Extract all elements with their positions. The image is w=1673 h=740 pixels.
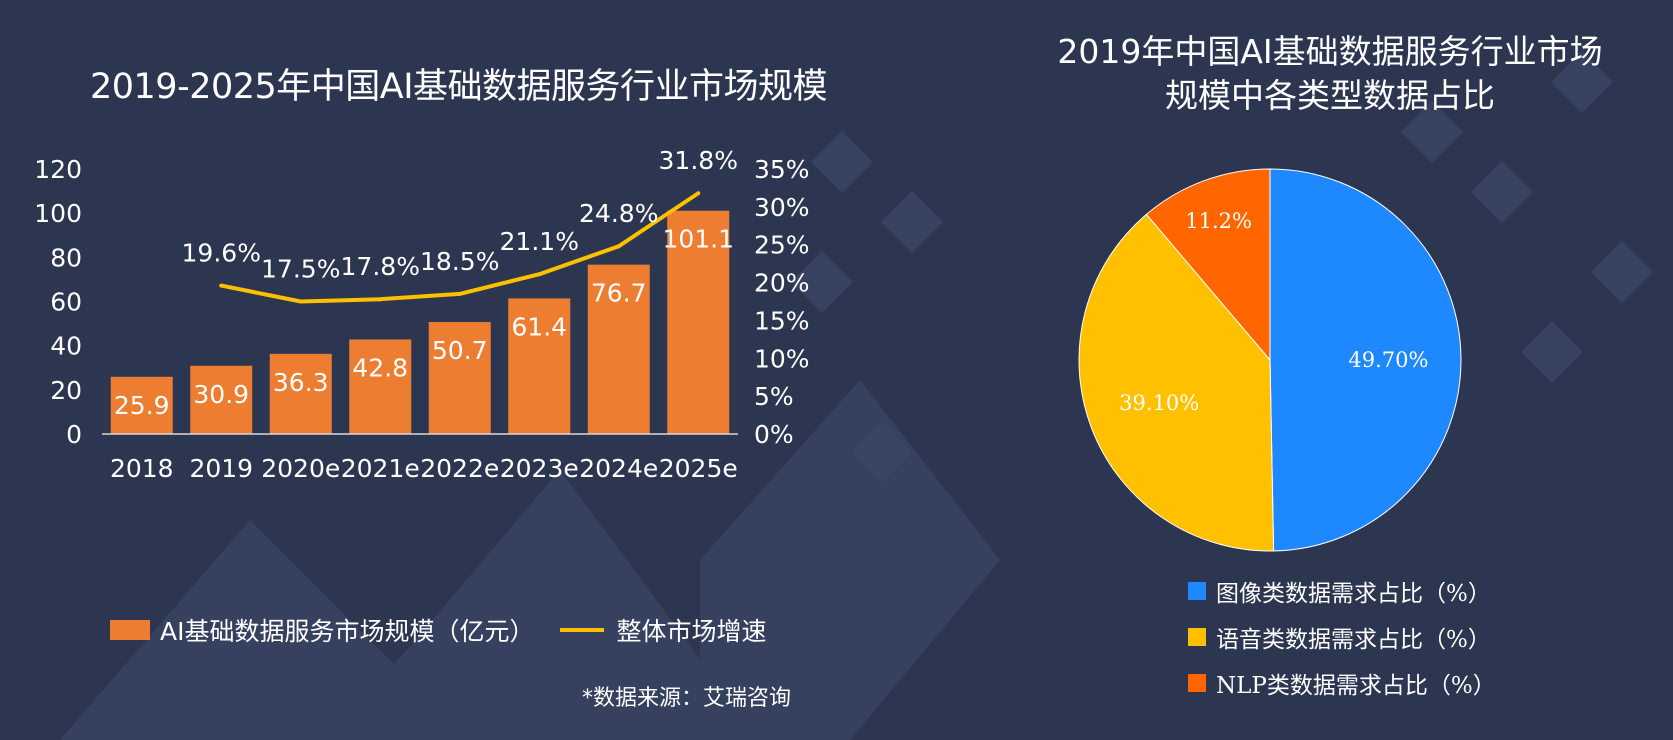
pie-legend-swatch — [1188, 674, 1206, 692]
x-axis-tick-label: 2018 — [110, 454, 174, 483]
growth-rate-point — [298, 299, 303, 304]
growth-rate-point — [696, 191, 701, 196]
growth-rate-point — [616, 244, 621, 249]
pie-chart-title: 2019年中国AI基础数据服务行业市场 规模中各类型数据占比 — [1040, 30, 1620, 118]
y2-axis-tick-label: 30% — [754, 193, 810, 222]
x-axis-tick-label: 2023e — [500, 454, 579, 483]
pie-legend-label: 语音类数据需求占比（%） — [1216, 627, 1491, 653]
x-axis-tick-label: 2024e — [579, 454, 658, 483]
y-axis-tick-label: 60 — [50, 288, 82, 317]
bar-chart-legend: AI基础数据服务市场规模（亿元） 整体市场增速 — [110, 612, 767, 648]
bar-value-label: 36.3 — [273, 368, 329, 397]
pie-chart-title-line2: 规模中各类型数据占比 — [1165, 76, 1495, 115]
x-axis-tick-label: 2019 — [189, 454, 253, 483]
bar-2024e — [587, 264, 650, 434]
bar-2021e — [349, 339, 412, 434]
bar-2023e — [508, 298, 571, 434]
bar-2025e — [667, 210, 730, 434]
y2-axis-tick-label: 25% — [754, 231, 810, 260]
y2-axis-tick-label: 15% — [754, 306, 810, 335]
y-axis-tick-label: 120 — [34, 155, 82, 184]
pie-legend-item: 语音类数据需求占比（%） — [1188, 620, 1491, 654]
y2-axis-tick-label: 35% — [754, 155, 810, 184]
bar-value-label: 101.1 — [662, 225, 734, 254]
pie-chart-title-line1: 2019年中国AI基础数据服务行业市场 — [1057, 32, 1603, 71]
bar-value-label: 42.8 — [352, 353, 408, 382]
bar-2019 — [190, 365, 253, 434]
pie-legend-label: NLP类数据需求占比（%） — [1216, 673, 1496, 699]
x-axis-tick-label: 2025e — [659, 454, 738, 483]
y2-axis-tick-label: 10% — [754, 344, 810, 373]
pie-legend-swatch — [1188, 582, 1206, 600]
growth-rate-point — [537, 272, 542, 277]
x-axis-tick-label: 2020e — [261, 454, 340, 483]
y2-axis-tick-label: 5% — [754, 382, 794, 411]
y-axis-tick-label: 40 — [50, 332, 82, 361]
growth-rate-label: 31.8% — [659, 146, 738, 175]
bar-2020e — [269, 353, 332, 434]
data-source-note: *数据来源：艾瑞咨询 — [582, 686, 792, 711]
y-axis-tick-label: 80 — [50, 243, 82, 272]
y-axis-tick-label: 0 — [66, 420, 82, 449]
bar-value-label: 25.9 — [114, 391, 170, 420]
y2-axis-tick-label: 20% — [754, 269, 810, 298]
growth-rate-label: 24.8% — [579, 199, 658, 228]
pie-legend-item: 图像类数据需求占比（%） — [1188, 574, 1491, 608]
pie-legend-item: NLP类数据需求占比（%） — [1188, 666, 1496, 700]
bar-2022e — [428, 322, 491, 434]
legend-line-swatch — [560, 628, 605, 632]
pie-legend-label: 图像类数据需求占比（%） — [1216, 581, 1491, 607]
bar-2018 — [110, 376, 173, 434]
growth-rate-point — [457, 291, 462, 296]
bar-value-label: 30.9 — [193, 380, 249, 409]
y-axis-tick-label: 20 — [50, 376, 82, 405]
growth-rate-point — [378, 297, 383, 302]
pie-legend-swatch — [1188, 628, 1206, 646]
growth-rate-label: 19.6% — [182, 239, 261, 268]
growth-rate-label: 21.1% — [500, 227, 579, 256]
bar-value-label: 50.7 — [432, 336, 488, 365]
growth-rate-point — [219, 283, 224, 288]
y2-axis-tick-label: 0% — [754, 420, 794, 449]
bar-chart-title: 2019-2025年中国AI基础数据服务行业市场规模 — [90, 67, 828, 107]
legend-line-label: 整体市场增速 — [616, 617, 767, 646]
x-axis-tick-label: 2021e — [341, 454, 420, 483]
y-axis-tick-label: 100 — [34, 199, 82, 228]
growth-rate-label: 17.8% — [341, 252, 420, 281]
bar-value-label: 76.7 — [591, 279, 647, 308]
x-axis-tick-label: 2022e — [420, 454, 499, 483]
growth-rate-label: 18.5% — [420, 247, 499, 276]
legend-bar-swatch — [110, 620, 150, 640]
legend-bar-label: AI基础数据服务市场规模（亿元） — [160, 617, 535, 646]
bar-line-chart: 0 20 40 60 80 100 120 0% 5% 10% 15% 20% 25% 30% 35% 25.… — [34, 146, 810, 483]
bar-value-label: 61.4 — [511, 312, 567, 341]
growth-rate-label: 17.5% — [261, 255, 340, 284]
